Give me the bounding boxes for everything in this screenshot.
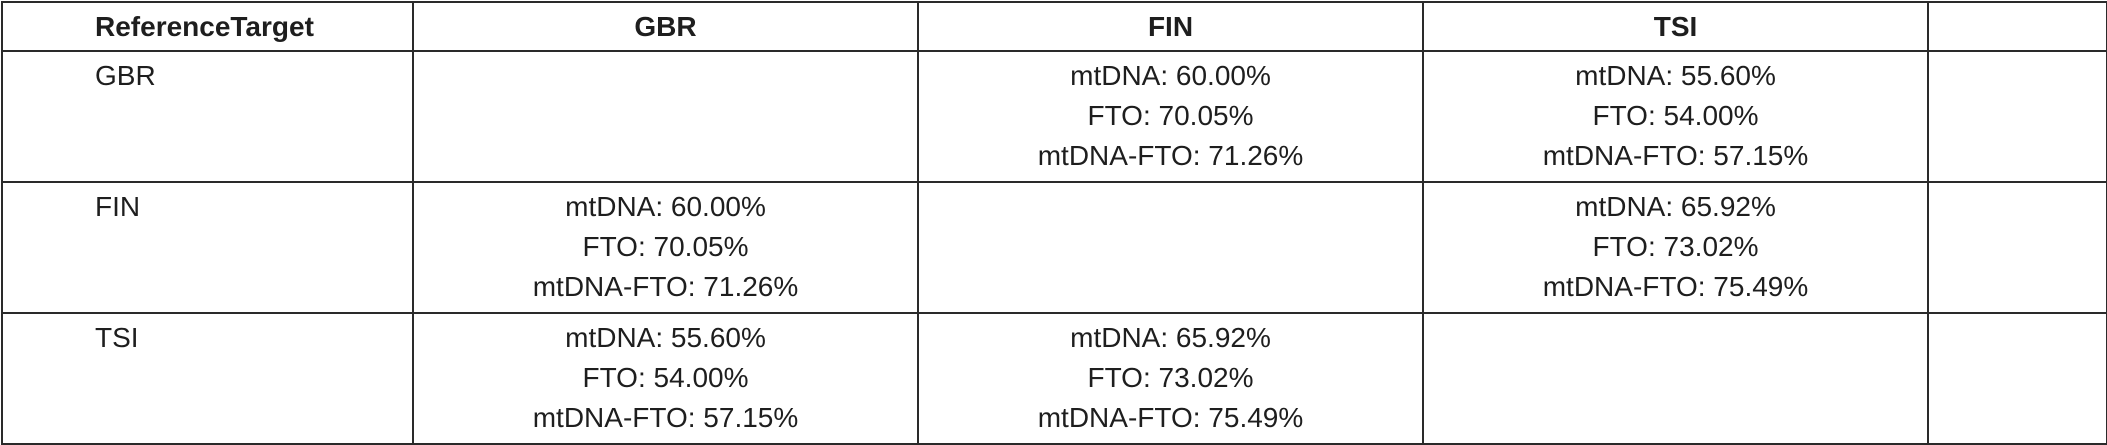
cell-line: FTO: 73.02%: [1087, 362, 1254, 393]
table-cell: [1927, 50, 2107, 183]
table-cell: mtDNA: 60.00% FTO: 70.05% mtDNA-FTO: 71.…: [917, 50, 1424, 183]
cell-line: mtDNA: 60.00%: [565, 191, 766, 222]
table-cell: [412, 50, 919, 183]
table-cell: mtDNA: 55.60% FTO: 54.00% mtDNA-FTO: 57.…: [1422, 50, 1929, 183]
header-reference-target: ReferenceTarget: [1, 1, 414, 52]
cell-line: mtDNA: 65.92%: [1070, 322, 1271, 353]
table-cell: [917, 181, 1424, 314]
header-gbr: GBR: [412, 1, 919, 52]
cell-line: mtDNA-FTO: 75.49%: [1037, 402, 1304, 433]
header-fin: FIN: [917, 1, 1424, 52]
cell-line: mtDNA-FTO: 75.49%: [1542, 271, 1809, 302]
table-cell: mtDNA: 55.60% FTO: 54.00% mtDNA-FTO: 57.…: [412, 312, 919, 445]
header-extra: [1927, 1, 2107, 52]
row-label: GBR: [1, 50, 414, 183]
table-cell: mtDNA: 65.92% FTO: 73.02% mtDNA-FTO: 75.…: [917, 312, 1424, 445]
table-cell: [1927, 312, 2107, 445]
cell-line: FTO: 70.05%: [582, 231, 749, 262]
table-cell: [1422, 312, 1929, 445]
cell-line: mtDNA-FTO: 71.26%: [1037, 140, 1304, 171]
header-row: ReferenceTarget GBR FIN TSI: [1, 1, 2107, 52]
table-row: FIN mtDNA: 60.00% FTO: 70.05% mtDNA-FTO:…: [1, 181, 2107, 314]
row-label: FIN: [1, 181, 414, 314]
cell-line: mtDNA: 55.60%: [1575, 60, 1776, 91]
cell-line: mtDNA-FTO: 71.26%: [532, 271, 799, 302]
cell-line: mtDNA-FTO: 57.15%: [1542, 140, 1809, 171]
header-tsi: TSI: [1422, 1, 1929, 52]
table-row: TSI mtDNA: 55.60% FTO: 54.00% mtDNA-FTO:…: [1, 312, 2107, 445]
table-row: GBR mtDNA: 60.00% FTO: 70.05% mtDNA-FTO:…: [1, 50, 2107, 183]
cell-line: mtDNA: 60.00%: [1070, 60, 1271, 91]
cell-line: mtDNA: 55.60%: [565, 322, 766, 353]
cell-line: FTO: 54.00%: [1592, 100, 1759, 131]
cell-line: mtDNA-FTO: 57.15%: [532, 402, 799, 433]
cell-line: mtDNA: 65.92%: [1575, 191, 1776, 222]
row-label: TSI: [1, 312, 414, 445]
table-cell: mtDNA: 65.92% FTO: 73.02% mtDNA-FTO: 75.…: [1422, 181, 1929, 314]
table-cell: mtDNA: 60.00% FTO: 70.05% mtDNA-FTO: 71.…: [412, 181, 919, 314]
cell-line: FTO: 54.00%: [582, 362, 749, 393]
cell-line: FTO: 73.02%: [1592, 231, 1759, 262]
table-cell: [1927, 181, 2107, 314]
cell-line: FTO: 70.05%: [1087, 100, 1254, 131]
